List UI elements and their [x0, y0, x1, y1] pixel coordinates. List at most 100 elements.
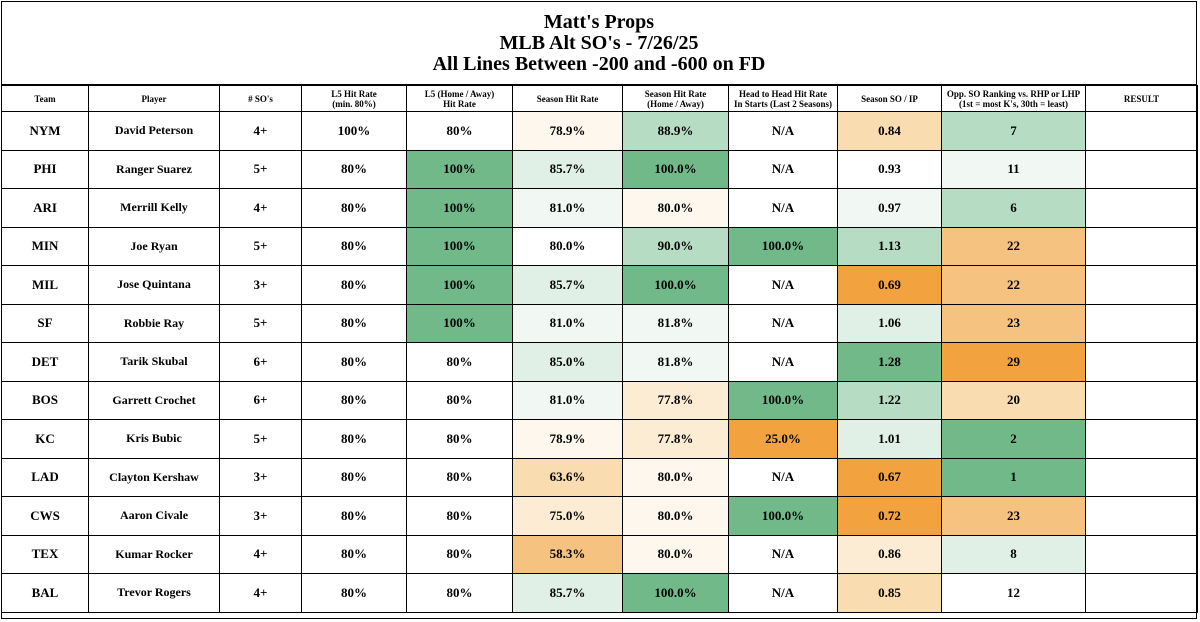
props-table: Team Player # SO's L5 Hit Rate (min. 80%)… [1, 85, 1198, 613]
opp-ranking-cell: 12 [941, 573, 1086, 613]
team-cell: CWS [1, 496, 89, 536]
team-cell: MIN [1, 226, 89, 266]
season-hit-rate-cell: 78.9% [512, 111, 623, 151]
table-row: DET Tarik Skubal 6+ 80% 80% 85.0% 81.8% N/A 1.28… [1, 342, 1198, 382]
title-line-2: MLB Alt SO's - 7/26/25 [499, 31, 699, 54]
header-h2h: Head to Head Hit Rate In Starts (Last 2 S… [728, 85, 838, 112]
opp-ranking-cell: 22 [941, 226, 1086, 266]
season-home-away-cell: 80.0% [622, 534, 729, 574]
team-cell: SF [1, 303, 89, 343]
result-cell [1085, 457, 1198, 497]
table-row: TEX Kumar Rocker 4+ 80% 80% 58.3% 80.0% N/A 0.86… [1, 534, 1198, 574]
so-count-cell: 4+ [219, 534, 302, 574]
so-count-cell: 5+ [219, 303, 302, 343]
player-cell: Aaron Civale [88, 496, 220, 536]
h2h-hit-rate-cell: 100.0% [728, 496, 838, 536]
team-cell: DET [1, 342, 89, 382]
l5-hit-rate-cell: 80% [301, 226, 407, 266]
h2h-hit-rate-cell: N/A [728, 149, 838, 189]
so-per-ip-cell: 1.06 [837, 303, 942, 343]
season-home-away-cell: 100.0% [622, 149, 729, 189]
season-hit-rate-cell: 81.0% [512, 188, 623, 228]
team-cell: KC [1, 419, 89, 459]
season-hit-rate-cell: 63.6% [512, 457, 623, 497]
h2h-hit-rate-cell: N/A [728, 111, 838, 151]
so-per-ip-cell: 0.86 [837, 534, 942, 574]
season-hit-rate-cell: 78.9% [512, 419, 623, 459]
opp-ranking-cell: 11 [941, 149, 1086, 189]
l5-hit-rate-cell: 80% [301, 188, 407, 228]
result-cell [1085, 496, 1198, 536]
season-home-away-cell: 80.0% [622, 457, 729, 497]
h2h-hit-rate-cell: N/A [728, 188, 838, 228]
h2h-hit-rate-cell: N/A [728, 303, 838, 343]
season-home-away-cell: 80.0% [622, 188, 729, 228]
season-hit-rate-cell: 75.0% [512, 496, 623, 536]
l5-hit-rate-cell: 80% [301, 380, 407, 420]
result-cell [1085, 534, 1198, 574]
l5-home-away-cell: 100% [406, 149, 513, 189]
l5-home-away-cell: 80% [406, 419, 513, 459]
so-count-cell: 4+ [219, 573, 302, 613]
table-row: ARI Merrill Kelly 4+ 80% 100% 81.0% 80.0% N/A 0.… [1, 188, 1198, 228]
header-l5: L5 Hit Rate (min. 80%) [301, 85, 407, 112]
player-cell: Merrill Kelly [88, 188, 220, 228]
table-row: SF Robbie Ray 5+ 80% 100% 81.0% 81.8% N/A 1.06 23 [1, 303, 1198, 343]
result-cell [1085, 226, 1198, 266]
season-hit-rate-cell: 85.7% [512, 573, 623, 613]
player-cell: Trevor Rogers [88, 573, 220, 613]
table-row: PHI Ranger Suarez 5+ 80% 100% 85.7% 100.0% N/A 0… [1, 149, 1198, 189]
so-per-ip-cell: 1.28 [837, 342, 942, 382]
so-per-ip-cell: 0.67 [837, 457, 942, 497]
player-cell: David Peterson [88, 111, 220, 151]
team-cell: ARI [1, 188, 89, 228]
so-per-ip-cell: 0.84 [837, 111, 942, 151]
l5-home-away-cell: 100% [406, 188, 513, 228]
l5-hit-rate-cell: 80% [301, 342, 407, 382]
team-cell: LAD [1, 457, 89, 497]
so-per-ip-cell: 0.93 [837, 149, 942, 189]
season-home-away-cell: 81.8% [622, 342, 729, 382]
l5-hit-rate-cell: 100% [301, 111, 407, 151]
header-player: Player [88, 85, 220, 112]
result-cell [1085, 419, 1198, 459]
header-season: Season Hit Rate [512, 85, 623, 112]
l5-hit-rate-cell: 80% [301, 419, 407, 459]
so-per-ip-cell: 0.72 [837, 496, 942, 536]
player-cell: Garrett Crochet [88, 380, 220, 420]
season-hit-rate-cell: 81.0% [512, 380, 623, 420]
player-cell: Clayton Kershaw [88, 457, 220, 497]
l5-home-away-cell: 80% [406, 534, 513, 574]
so-per-ip-cell: 1.22 [837, 380, 942, 420]
team-cell: PHI [1, 149, 89, 189]
l5-hit-rate-cell: 80% [301, 573, 407, 613]
h2h-hit-rate-cell: N/A [728, 265, 838, 305]
season-home-away-cell: 90.0% [622, 226, 729, 266]
player-cell: Joe Ryan [88, 226, 220, 266]
player-cell: Kris Bubic [88, 419, 220, 459]
opp-ranking-cell: 29 [941, 342, 1086, 382]
l5-home-away-cell: 80% [406, 342, 513, 382]
header-sos: # SO's [219, 85, 302, 112]
header-team: Team [1, 85, 89, 112]
opp-ranking-cell: 6 [941, 188, 1086, 228]
opp-ranking-cell: 1 [941, 457, 1086, 497]
title-line-1: Matt's Props [543, 10, 655, 33]
h2h-hit-rate-cell: N/A [728, 534, 838, 574]
opp-ranking-cell: 23 [941, 303, 1086, 343]
opp-ranking-cell: 23 [941, 496, 1086, 536]
opp-ranking-cell: 22 [941, 265, 1086, 305]
player-cell: Ranger Suarez [88, 149, 220, 189]
table-row: NYM David Peterson 4+ 100% 80% 78.9% 88.9% N/A 0… [1, 111, 1198, 151]
l5-home-away-cell: 80% [406, 573, 513, 613]
h2h-hit-rate-cell: 100.0% [728, 380, 838, 420]
so-per-ip-cell: 0.97 [837, 188, 942, 228]
result-cell [1085, 149, 1198, 189]
l5-home-away-cell: 80% [406, 111, 513, 151]
header-so-ip: Season SO / IP [837, 85, 942, 112]
season-hit-rate-cell: 80.0% [512, 226, 623, 266]
result-cell [1085, 573, 1198, 613]
so-count-cell: 4+ [219, 111, 302, 151]
l5-hit-rate-cell: 80% [301, 149, 407, 189]
so-per-ip-cell: 1.13 [837, 226, 942, 266]
